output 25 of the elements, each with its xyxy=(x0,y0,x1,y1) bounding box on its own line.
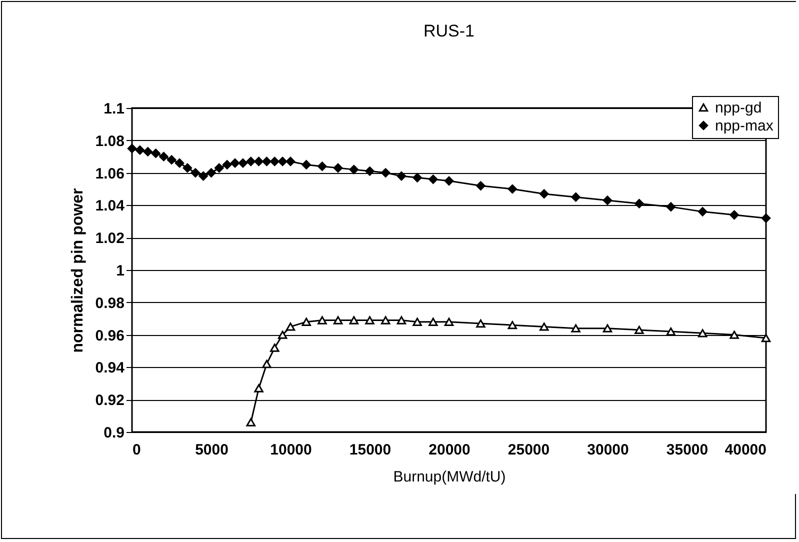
y-tick-label: 0.92 xyxy=(95,392,124,410)
chart-title: RUS-1 xyxy=(423,22,475,40)
y-axis-title: normalized pin power xyxy=(69,188,86,353)
y-tick-label: 1 xyxy=(116,262,124,280)
y-tick-label: 0.98 xyxy=(95,294,124,312)
x-tick-label: 10000 xyxy=(270,442,312,458)
x-tick-label: 25000 xyxy=(508,442,550,458)
y-tick-label: 1.02 xyxy=(95,230,124,248)
y-tick-label: 1.04 xyxy=(95,198,126,215)
y-tick-label: 0.94 xyxy=(95,360,126,377)
y-tick-label: 1.1 xyxy=(104,100,124,118)
x-axis-title: Burnup(MWd/tU) xyxy=(393,468,506,486)
x-tick-label: 40000 xyxy=(724,442,766,458)
y-tick-label: 0.96 xyxy=(95,327,124,344)
x-tick-label: 5000 xyxy=(195,442,228,458)
x-tick-label: 35000 xyxy=(666,442,708,458)
x-tick-label: 30000 xyxy=(587,442,629,458)
y-tick-label: 1.08 xyxy=(95,132,124,150)
x-tick-label: 20000 xyxy=(428,442,470,458)
x-tick-label: 15000 xyxy=(349,442,392,458)
y-tick-label: 0.9 xyxy=(104,424,124,442)
y-tick-label: 1.06 xyxy=(95,165,124,182)
x-tick-label: 0 xyxy=(132,442,141,458)
legend-label: npp-max xyxy=(715,118,774,134)
legend-label: npp-gd xyxy=(715,100,762,116)
